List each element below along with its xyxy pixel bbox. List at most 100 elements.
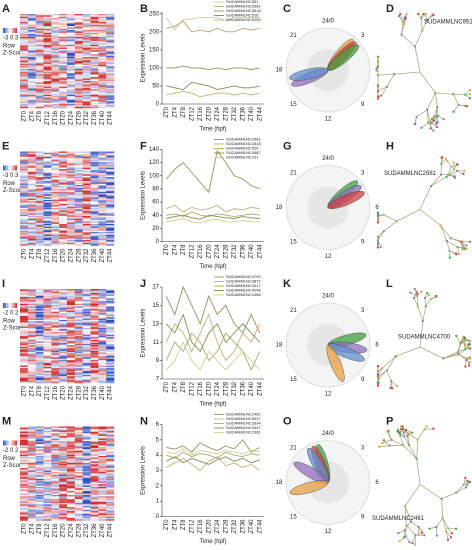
tree-edge xyxy=(386,370,392,381)
tree-node xyxy=(389,386,392,389)
heatmap-cell xyxy=(59,182,68,185)
heatmap-cell xyxy=(59,230,68,233)
heatmap-cell xyxy=(90,485,99,488)
heatmap-cell xyxy=(20,313,29,315)
heatmap-cell xyxy=(98,356,107,358)
heatmap-cell xyxy=(74,35,83,38)
heatmap-cell xyxy=(51,199,60,202)
heatmap-cell xyxy=(90,372,99,374)
tree-edge xyxy=(443,352,459,359)
heatmap-cell xyxy=(106,454,115,457)
heatmap-cell xyxy=(67,461,76,464)
heatmap-cell xyxy=(67,82,76,85)
heatmap-cell xyxy=(43,374,52,377)
heatmap-cell xyxy=(59,321,68,323)
heatmap-cell xyxy=(67,346,76,349)
heatmap-cell xyxy=(90,303,99,306)
heatmap-cell xyxy=(106,331,115,334)
heatmap-cell xyxy=(106,162,115,164)
heatmap-cell xyxy=(35,26,44,28)
heatmap-cell xyxy=(74,305,83,307)
heatmap-cell xyxy=(51,51,60,54)
heatmap-cell xyxy=(82,350,91,353)
heatmap-cell xyxy=(82,321,91,323)
heatmap-cell xyxy=(106,513,115,516)
tree-edge xyxy=(458,352,467,361)
heatmap-cell xyxy=(98,34,107,36)
heatmap-cell xyxy=(20,54,29,56)
heatmap-cell xyxy=(90,77,99,79)
heatmap-cell xyxy=(35,352,44,354)
heatmap-cell xyxy=(67,294,76,297)
series-line xyxy=(166,448,260,456)
heatmap-cell xyxy=(98,24,107,27)
heatmap-cell xyxy=(27,345,36,348)
tree-node xyxy=(435,122,438,126)
hour-label: 3 xyxy=(361,308,365,314)
heatmap-cell xyxy=(27,499,36,501)
heatmap-cell xyxy=(67,480,76,482)
heatmap-cell xyxy=(51,461,60,464)
heatmap-cell xyxy=(98,155,107,158)
heatmap-cell xyxy=(74,95,83,98)
heatmap-cell xyxy=(43,31,52,34)
heatmap-cell xyxy=(82,331,91,334)
heatmap-cell xyxy=(27,233,36,236)
heatmap-cell xyxy=(51,430,60,433)
heatmap-cell xyxy=(82,446,91,449)
heatmap-cell xyxy=(67,167,76,170)
heatmap-cell xyxy=(67,427,76,430)
heatmap-cell xyxy=(74,97,83,99)
heatmap-cell xyxy=(67,170,76,172)
tree-edge xyxy=(446,240,450,252)
heatmap-cell xyxy=(51,32,60,35)
heatmap-cell xyxy=(82,433,91,435)
heatmap-cell xyxy=(27,508,36,511)
heatmap-cell xyxy=(59,477,68,480)
heatmap-cell xyxy=(106,330,115,333)
heatmap-cell xyxy=(67,81,76,83)
heatmap-cell xyxy=(35,82,44,85)
heatmap-cell xyxy=(51,214,60,217)
heatmap-cell xyxy=(20,358,29,361)
y-axis-title: Expression Levels xyxy=(141,446,147,495)
tree-node xyxy=(450,532,453,535)
heatmap-cell xyxy=(43,30,52,32)
heatmap-cell xyxy=(106,230,115,233)
heatmap-cell xyxy=(106,373,115,376)
heatmap-cell xyxy=(90,98,99,101)
heatmap-cell xyxy=(67,229,76,232)
heatmap-cell xyxy=(106,519,115,521)
heatmap-cell xyxy=(35,35,44,38)
heatmap-cell xyxy=(35,69,44,71)
tree-edge xyxy=(398,529,405,534)
heatmap-cell xyxy=(59,310,68,313)
heatmap-cell xyxy=(35,170,44,172)
heatmap-cell xyxy=(35,101,44,103)
heatmap-cell xyxy=(98,462,107,465)
heatmap-cell xyxy=(27,439,36,442)
heatmap-cell xyxy=(82,322,91,325)
heatmap-cell xyxy=(51,494,60,497)
heatmap-cell xyxy=(106,159,115,162)
heatmap-cell xyxy=(82,177,91,179)
heatmap-cell xyxy=(90,299,99,302)
heatmap-cell xyxy=(59,370,68,373)
heatmap-cell xyxy=(74,67,83,70)
heatmap-cell xyxy=(74,164,83,167)
heatmap-cell xyxy=(20,170,29,172)
heatmap-cell xyxy=(98,78,107,81)
heatmap-cell xyxy=(27,430,36,433)
heatmap-cell xyxy=(74,229,83,232)
tree-node xyxy=(400,427,403,431)
heatmap-cell xyxy=(27,199,36,202)
heatmap-cell xyxy=(27,190,36,193)
heatmap-cell xyxy=(74,438,83,441)
zscore-row: Row xyxy=(3,181,16,187)
heatmap-cell xyxy=(43,456,52,458)
heatmap-cell xyxy=(82,31,91,34)
heatmap-cell xyxy=(98,360,107,362)
tree-node xyxy=(468,347,472,350)
heatmap-cell xyxy=(90,352,99,354)
heatmap-cell xyxy=(98,238,107,241)
